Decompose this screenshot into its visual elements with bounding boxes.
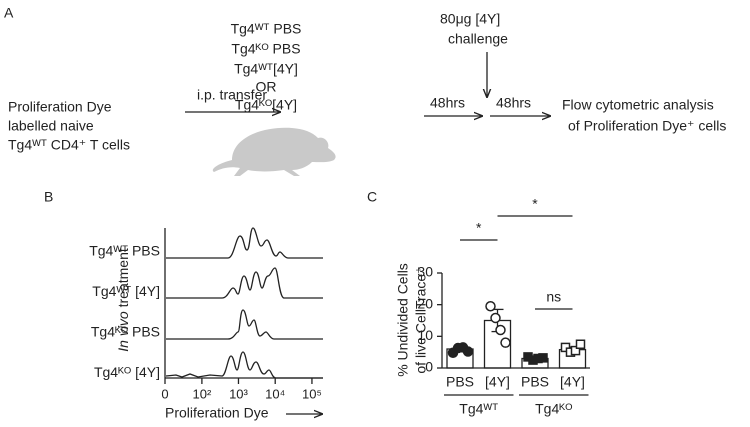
y-tick-label: 10 bbox=[417, 327, 433, 343]
significance-label: * bbox=[532, 196, 538, 212]
significance-label: * bbox=[476, 220, 482, 236]
panel-a: A Proliferation Dye labelled naive Tg4ᵂᵀ… bbox=[4, 5, 726, 176]
panel-label: C bbox=[367, 189, 377, 205]
source-text: labelled naive bbox=[8, 118, 94, 134]
x-tick-label: 10² bbox=[192, 386, 211, 401]
significance-label: ns bbox=[546, 289, 561, 305]
treatment-text: Tg4ᵂᵀ[4Y] bbox=[234, 61, 298, 77]
histogram-curve bbox=[166, 267, 323, 299]
data-point bbox=[462, 346, 474, 357]
challenge-text: 80μg [4Y] bbox=[440, 11, 500, 27]
x-tick-label: [4Y] bbox=[560, 374, 585, 390]
data-point bbox=[538, 353, 548, 363]
y-label-part: treatment bbox=[115, 248, 131, 311]
readout-text: Flow cytometric analysis bbox=[562, 97, 714, 113]
panel-c: C % Undivided Cells of live CellTrace⁺ 0… bbox=[367, 189, 590, 417]
x-tick-label: 10⁴ bbox=[265, 386, 285, 401]
x-tick-label: PBS bbox=[521, 374, 549, 390]
data-point bbox=[495, 324, 506, 336]
panel-label: A bbox=[4, 5, 14, 21]
series-label: Tg4ᴷᴼ PBS bbox=[91, 324, 160, 340]
treatment-text: Tg4ᴷᴼ PBS bbox=[231, 41, 300, 57]
y-axis-label: of live CellTrace⁺ bbox=[413, 266, 429, 373]
source-text: Tg4ᵂᵀ CD4⁺ T cells bbox=[8, 137, 130, 153]
source-text: Proliferation Dye bbox=[8, 99, 112, 115]
data-point bbox=[570, 345, 581, 356]
x-tick-label: PBS bbox=[446, 374, 474, 390]
histogram-curve bbox=[166, 309, 323, 340]
readout-text: of Proliferation Dye⁺ cells bbox=[568, 118, 726, 134]
x-axis-label: Proliferation Dye bbox=[165, 405, 269, 421]
treatment-text: Tg4ᵂᵀ PBS bbox=[231, 21, 302, 37]
data-point bbox=[575, 339, 586, 349]
interval-text: 48hrs bbox=[430, 95, 465, 111]
group-label: Tg4ᴷᴼ bbox=[535, 401, 572, 417]
y-tick-label: 30 bbox=[417, 264, 433, 280]
group-label: Tg4ᵂᵀ bbox=[459, 401, 498, 417]
data-point bbox=[485, 301, 496, 312]
panel-label: B bbox=[44, 189, 53, 205]
y-label-part: In vivo bbox=[115, 311, 131, 352]
y-axis-label: In vivo treatment bbox=[115, 248, 131, 352]
mouse-icon bbox=[212, 127, 336, 176]
series-label: Tg4ᵂᵀ [4Y] bbox=[92, 283, 160, 299]
y-tick-label: 20 bbox=[417, 295, 433, 311]
series-label: Tg4ᴷᴼ [4Y] bbox=[94, 364, 160, 380]
x-tick-label: 10⁵ bbox=[302, 386, 322, 401]
y-tick-label: 0 bbox=[425, 359, 433, 375]
treatment-text: Tg4ᴷᴼ[4Y] bbox=[235, 97, 297, 113]
x-tick-label: 0 bbox=[161, 386, 168, 401]
challenge-text: challenge bbox=[448, 31, 508, 47]
histogram-curve bbox=[166, 227, 323, 259]
x-tick-label: [4Y] bbox=[485, 374, 510, 390]
treatment-text: OR bbox=[256, 79, 277, 95]
interval-text: 48hrs bbox=[496, 95, 531, 111]
transfer-text: i.p. transfer bbox=[197, 87, 267, 103]
data-point bbox=[500, 337, 511, 348]
data-point bbox=[490, 312, 501, 324]
x-tick-label: 10³ bbox=[229, 386, 248, 401]
panel-b: B In vivo treatment Proliferation Dye Tg… bbox=[44, 189, 323, 421]
histogram-curve bbox=[165, 351, 323, 379]
y-axis-label: % Undivided Cells bbox=[395, 263, 411, 377]
series-label: Tg4ᵂᵀ PBS bbox=[89, 243, 160, 259]
